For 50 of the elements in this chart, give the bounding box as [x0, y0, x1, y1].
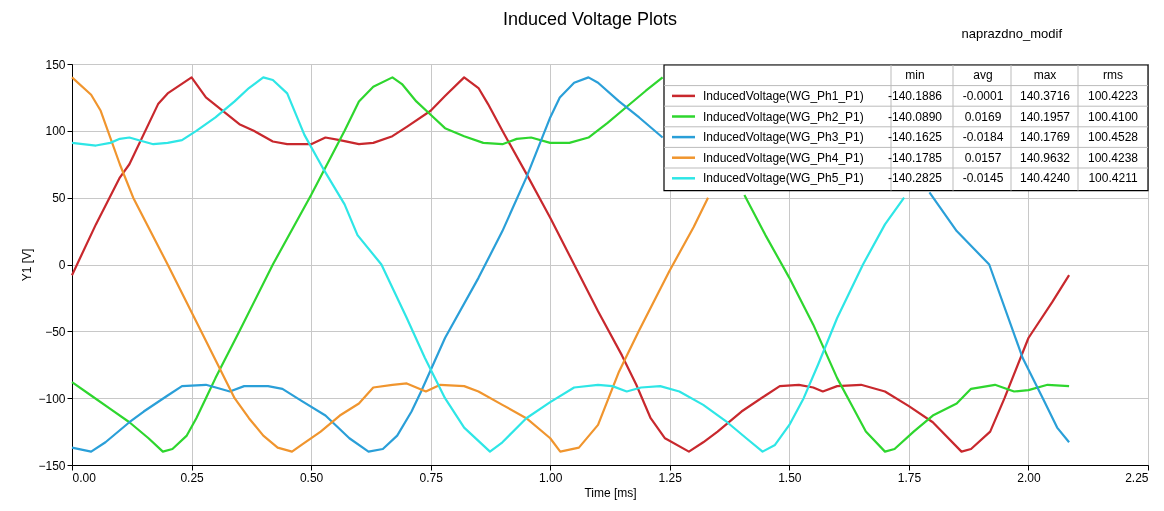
annotation: 100.4223 [1087, 88, 1139, 103]
x-tick-label: 2.00 [1017, 470, 1041, 485]
annotation: -140.2825 [887, 171, 943, 186]
annotation: 100.4100 [1087, 109, 1139, 124]
x-tick-label: 0.00 [72, 470, 97, 485]
annotation: min [905, 68, 925, 83]
annotation: -140.0890 [887, 109, 943, 124]
annotation: 140.4240 [1019, 171, 1071, 186]
chart-title: Induced Voltage Plots [502, 9, 678, 29]
annotation: 140.9632 [1019, 150, 1071, 165]
annotation: 140.1957 [1019, 109, 1071, 124]
x-tick-label: 0.75 [419, 470, 444, 485]
x-tick-label: 1.75 [897, 470, 922, 485]
annotation: -140.1785 [887, 150, 943, 165]
x-tick-label: 1.25 [658, 470, 683, 485]
chart-subtitle: naprazdno_modif [961, 26, 1063, 41]
annotation: max [1033, 68, 1057, 83]
legend-label: InducedVoltage(WG_Ph1_P1) [703, 88, 864, 103]
legend-label: InducedVoltage(WG_Ph4_P1) [703, 150, 864, 165]
annotation: rms [1103, 68, 1123, 83]
annotation: -140.1886 [887, 88, 943, 103]
annotation: -0.0184 [962, 130, 1004, 145]
legend-label: InducedVoltage(WG_Ph5_P1) [703, 171, 864, 186]
annotation: 0.0157 [964, 150, 1002, 165]
annotation: -0.0001 [962, 88, 1004, 103]
x-tick-label: 0.50 [299, 470, 324, 485]
y-axis-title: Y1 [V] [20, 248, 35, 282]
x-axis-title: Time [ms] [584, 485, 637, 500]
y-tick-label: 50 [52, 191, 66, 206]
annotation: -140.1625 [887, 130, 943, 145]
annotation: 100.4238 [1087, 150, 1139, 165]
annotation: 100.4211 [1088, 171, 1138, 186]
y-tick-label: 100 [45, 124, 66, 139]
annotation: -0.0145 [962, 171, 1004, 186]
annotation: avg [973, 68, 993, 83]
annotation: 0.0169 [964, 109, 1002, 124]
y-tick-label: 0 [58, 258, 66, 272]
annotation: 140.1769 [1019, 130, 1071, 145]
y-tick-label: −50 [45, 324, 66, 339]
x-tick-label: 0.25 [180, 470, 205, 485]
annotation: 140.3716 [1019, 88, 1071, 103]
y-tick-label: −150 [38, 458, 66, 473]
x-tick-label: 1.50 [778, 470, 802, 485]
legend-label: InducedVoltage(WG_Ph3_P1) [703, 130, 864, 145]
y-tick-label: −100 [38, 391, 66, 406]
x-tick-label: 1.00 [539, 470, 563, 485]
annotation: 100.4528 [1087, 130, 1139, 145]
y-tick-label: 150 [45, 57, 66, 72]
x-tick-label: 2.25 [1125, 470, 1149, 485]
legend-label: InducedVoltage(WG_Ph2_P1) [703, 109, 864, 124]
